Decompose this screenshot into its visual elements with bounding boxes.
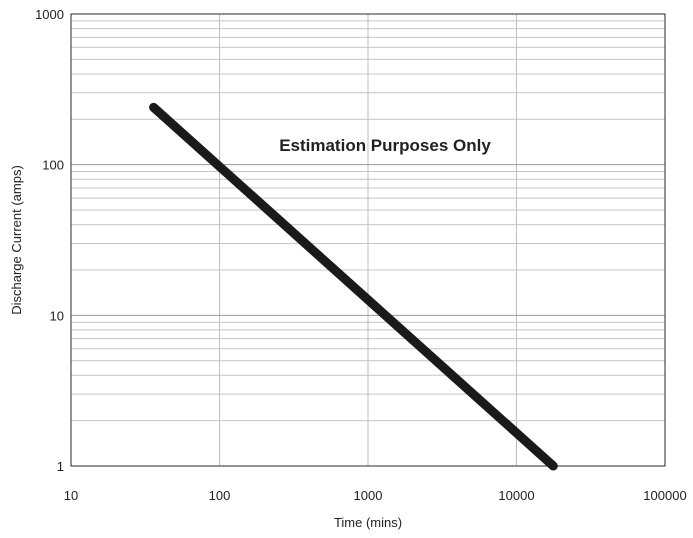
y-tick-label: 100: [42, 158, 64, 173]
grid: [70, 14, 666, 467]
x-axis-title: Time (mins): [334, 515, 402, 530]
series-line: [149, 102, 558, 471]
x-tick-label: 100: [209, 488, 231, 503]
y-axis-title: Discharge Current (amps): [9, 165, 24, 315]
y-tick-label: 1: [57, 459, 64, 474]
annotation-text: Estimation Purposes Only: [279, 136, 491, 155]
x-tick-label: 1000: [354, 488, 383, 503]
x-tick-label: 10: [64, 488, 78, 503]
x-tick-labels: 10 100 1000 10000 100000: [64, 488, 687, 503]
series-group: [149, 102, 558, 471]
plot-frame: [70, 13, 666, 467]
x-tick-label: 100000: [643, 488, 686, 503]
y-tick-label: 1000: [35, 7, 64, 22]
y-tick-labels: 1 10 100 1000: [35, 7, 64, 474]
y-tick-label: 10: [50, 308, 64, 323]
x-tick-label: 10000: [498, 488, 534, 503]
